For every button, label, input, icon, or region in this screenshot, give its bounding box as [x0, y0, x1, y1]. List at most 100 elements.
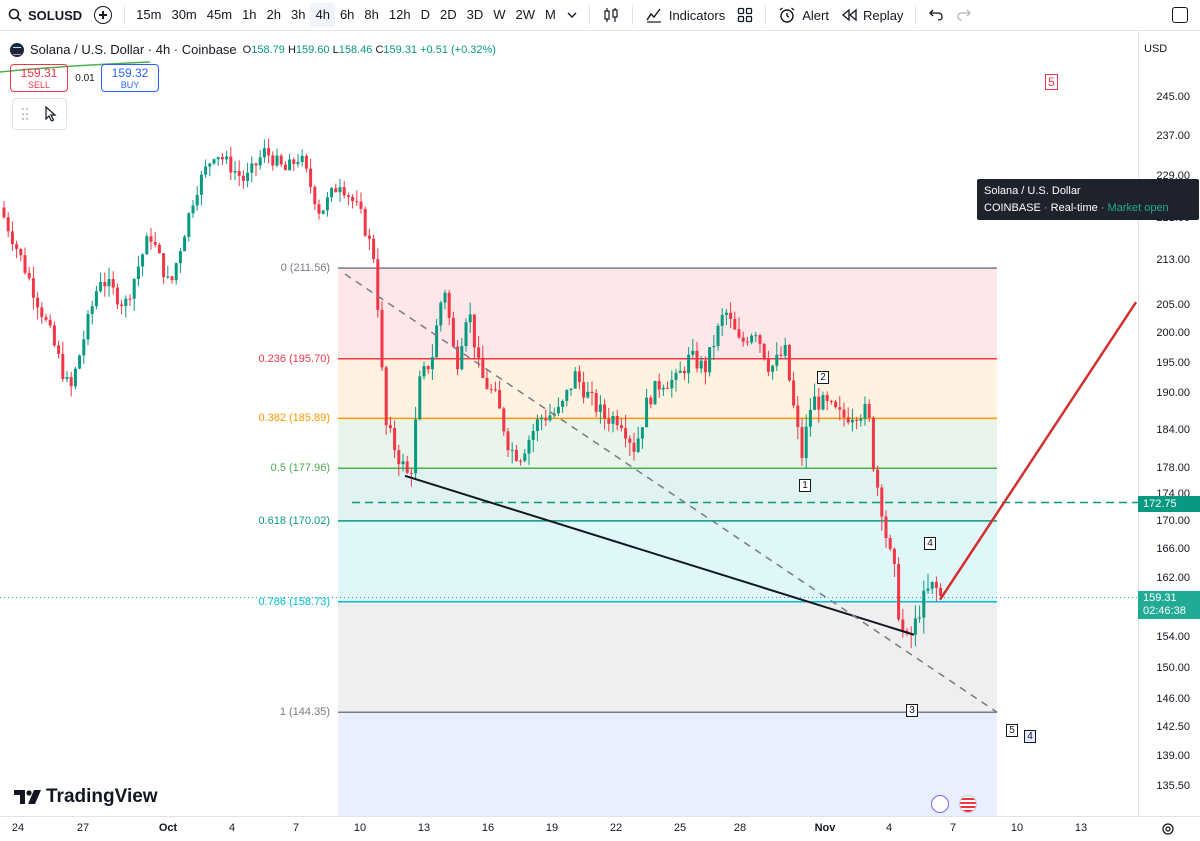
interval-3h[interactable]: 3h: [291, 7, 306, 22]
drag-handle-icon[interactable]: [21, 107, 29, 121]
candle-body: [178, 251, 182, 264]
interval-2w[interactable]: 2W: [515, 7, 536, 22]
price-tick-label: 205.00: [1156, 299, 1190, 311]
settings-gear-icon[interactable]: [1160, 821, 1176, 837]
wave-label-4-blue[interactable]: 4: [1024, 730, 1036, 743]
candle-body: [502, 408, 506, 432]
time-axis[interactable]: 24 27 Oct 4 7 10 13 16 19 22 25 28 Nov 4 7 10 13: [0, 816, 1200, 841]
candle-body: [489, 388, 493, 390]
candle-body: [27, 272, 31, 279]
close-value: 159.31: [383, 43, 418, 56]
templates-button[interactable]: [731, 0, 759, 31]
interval-45m[interactable]: 45m: [206, 7, 233, 22]
candle-body: [220, 157, 224, 160]
buy-price: 159.32: [111, 66, 149, 80]
wave-label-4[interactable]: 4: [924, 537, 936, 550]
change-value: +0.51 (+0.32%): [420, 43, 496, 56]
candle-body: [330, 188, 334, 198]
candle-body: [124, 298, 128, 306]
indicators-label: Indicators: [668, 7, 726, 23]
candle-body: [636, 438, 640, 452]
candle-body: [334, 188, 338, 193]
candle-body: [472, 314, 476, 348]
interval-4h[interactable]: 4h: [310, 3, 335, 27]
wave-label-2[interactable]: 2: [817, 371, 829, 384]
candle-body: [493, 389, 497, 391]
cursor-icon[interactable]: [44, 106, 58, 122]
currency-label[interactable]: USD: [1144, 43, 1168, 55]
candle-body: [821, 395, 825, 410]
candle-body: [586, 391, 590, 398]
interval-d[interactable]: D: [420, 7, 430, 22]
candle-body: [724, 312, 728, 316]
candle-body: [422, 366, 426, 377]
interval-12h[interactable]: 12h: [388, 7, 411, 22]
sell-button[interactable]: 159.31 SELL: [10, 64, 68, 92]
candle-body: [262, 148, 266, 158]
candle-body: [657, 381, 661, 390]
us-flag-icon[interactable]: [959, 795, 977, 813]
candle-body: [363, 208, 367, 236]
fib-level-label: 0.618 (170.02): [258, 514, 330, 527]
search-icon: [8, 8, 22, 22]
wave-label-5[interactable]: 5: [1006, 724, 1018, 737]
chart-type-button[interactable]: [596, 0, 626, 31]
chart-legend[interactable]: Solana / U.S. Dollar · 4h · Coinbase O15…: [10, 42, 496, 57]
fullscreen-button[interactable]: [1166, 0, 1200, 31]
buy-button[interactable]: 159.32 BUY: [101, 64, 159, 92]
candle-body: [393, 428, 397, 451]
interval-2h[interactable]: 2h: [266, 7, 281, 22]
candle-body: [69, 377, 73, 387]
price-tick-label: 170.00: [1156, 515, 1190, 527]
interval-m[interactable]: M: [545, 7, 556, 22]
fib-zones: [338, 268, 997, 816]
candle-body: [922, 590, 926, 618]
indicators-button[interactable]: Indicators: [639, 0, 731, 31]
floating-toolbar[interactable]: [12, 98, 67, 130]
interval-30m[interactable]: 30m: [171, 7, 197, 22]
wave-label-5-top[interactable]: 5: [1045, 74, 1058, 90]
redo-button[interactable]: [950, 0, 978, 31]
candle-body: [594, 393, 598, 412]
candle-body: [880, 487, 884, 517]
interval-dropdown[interactable]: [561, 0, 583, 31]
interval-w[interactable]: W: [493, 7, 506, 22]
undo-button[interactable]: [922, 0, 950, 31]
interval-15m[interactable]: 15m: [136, 7, 162, 22]
candle-body: [279, 155, 283, 165]
candle-body: [708, 347, 712, 373]
spread-value: 0.01: [75, 73, 95, 84]
candle-body: [523, 453, 527, 461]
interval-3d[interactable]: 3D: [466, 7, 484, 22]
wave-label-1[interactable]: 1: [799, 479, 811, 492]
candle-body: [174, 263, 178, 281]
price-tick-label: 166.00: [1156, 543, 1190, 555]
interval-6h[interactable]: 6h: [339, 7, 355, 22]
interval-8h[interactable]: 8h: [364, 7, 379, 22]
chevron-down-icon: [567, 12, 577, 18]
symbol-search[interactable]: SOLUSD: [0, 0, 88, 31]
candle-body: [241, 175, 245, 181]
time-tick-label: 13: [1074, 822, 1088, 834]
alert-button[interactable]: Alert: [772, 0, 835, 31]
candle-body: [376, 259, 380, 310]
price-axis[interactable]: 245.00237.00229.00221.00213.00205.00200.…: [1138, 31, 1200, 816]
interval-1h[interactable]: 1h: [242, 7, 257, 22]
time-tick-label: 7: [949, 822, 957, 834]
chart-pane[interactable]: [0, 31, 1138, 816]
candle-body: [510, 449, 514, 451]
candle-body: [531, 431, 535, 440]
wave-label-3[interactable]: 3: [906, 704, 918, 717]
candle-body: [871, 417, 875, 470]
marked-price-badge: 172.75: [1138, 496, 1200, 512]
interval-2d[interactable]: 2D: [439, 7, 457, 22]
price-chart[interactable]: [0, 31, 1138, 816]
candle-body: [754, 335, 758, 337]
compare-button[interactable]: [88, 0, 118, 31]
candle-body: [120, 304, 124, 306]
replay-button[interactable]: Replay: [835, 0, 909, 31]
tradingview-logo[interactable]: TradingView: [14, 786, 158, 808]
candle-body: [670, 379, 674, 389]
ai-assistant-icon[interactable]: [931, 795, 949, 813]
candle-body: [271, 155, 275, 166]
